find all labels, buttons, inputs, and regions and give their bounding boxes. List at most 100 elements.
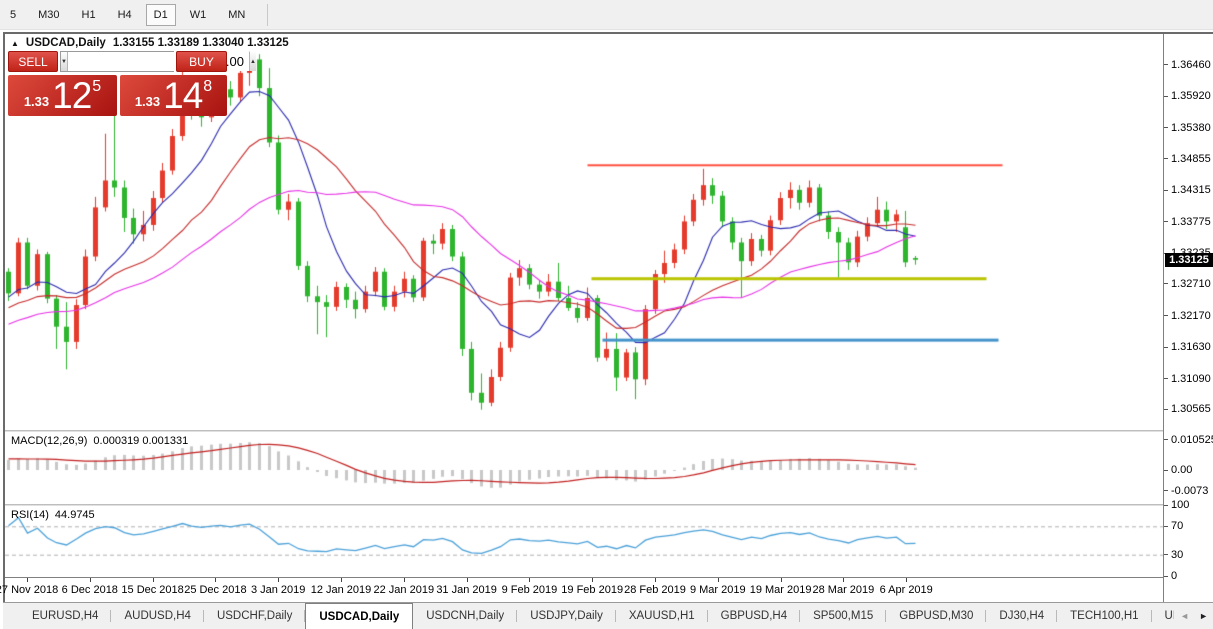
date-tick xyxy=(89,578,91,582)
chart-tab-eurusd-h4[interactable]: EURUSD,H4 xyxy=(19,603,112,629)
axis-tick xyxy=(1164,64,1168,66)
date-axis-label: 19 Mar 2019 xyxy=(749,584,812,596)
timeframe-d1[interactable]: D1 xyxy=(145,3,176,26)
timeframe-buttons: 5 M30 H1 H4 D1 W1 MN xyxy=(0,0,259,29)
chart-tab-gbpusd-m30[interactable]: GBPUSD,M30 xyxy=(886,603,987,629)
date-axis-label: 27 Nov 2018 xyxy=(0,584,59,596)
timeframe-5[interactable]: 5 xyxy=(10,8,17,21)
rsi-axis-label: 100 xyxy=(1171,499,1190,511)
price-axis[interactable]: 1.36460 1.35920 1.35380 1.34855 1.34315 1.337… xyxy=(1163,34,1213,602)
price-axis-label: 1.36460 xyxy=(1171,58,1211,71)
date-axis-label: 28 Mar 2019 xyxy=(812,584,875,596)
tab-divider xyxy=(304,610,306,622)
tab-divider xyxy=(516,610,518,622)
axis-tick xyxy=(1164,346,1168,348)
axis-tick xyxy=(1164,490,1168,492)
pane-separator-macd[interactable] xyxy=(5,430,1213,432)
axis-tick xyxy=(1164,283,1168,285)
date-tick xyxy=(592,578,594,582)
rsi-name: RSI(14) xyxy=(11,509,49,521)
date-tick xyxy=(717,578,719,582)
sell-price-fraction: 5 xyxy=(92,78,102,95)
date-axis-label: 9 Feb 2019 xyxy=(501,584,558,596)
axis-tick xyxy=(1164,408,1168,410)
buy-price-fraction: 8 xyxy=(203,78,213,95)
price-axis-label: 1.35380 xyxy=(1171,121,1211,134)
macd-values: 0.000319 0.001331 xyxy=(93,435,189,447)
chart-tab-gbpusd-h4[interactable]: GBPUSD,H4 xyxy=(708,603,801,629)
chart-symbol-label: USDCAD,Daily xyxy=(25,37,106,49)
timeframe-h1[interactable]: H1 xyxy=(81,8,96,21)
rsi-axis-label: 30 xyxy=(1171,548,1184,561)
buy-price-pips: 14 xyxy=(163,74,203,116)
macd-label: MACD(12,26,9) 0.000319 0.001331 xyxy=(11,435,188,447)
chart-tab-tech100-h1[interactable]: TECH100,H1 xyxy=(1057,603,1152,629)
price-axis-label: 1.30565 xyxy=(1171,403,1211,416)
sell-button[interactable]: SELL xyxy=(8,51,58,72)
chart-window: 27 Nov 2018 6 Dec 2018 15 Dec 2018 25 Dec 2… xyxy=(0,32,1213,602)
date-axis-label: 22 Jan 2019 xyxy=(373,584,435,596)
macd-pane-canvas[interactable] xyxy=(5,432,1163,504)
macd-axis-label: -0.0073 xyxy=(1171,484,1209,497)
chart-tab-sp500-m15[interactable]: SP500,M15 xyxy=(800,603,887,629)
chart-tab-usdcnh-daily[interactable]: USDCNH,Daily xyxy=(413,603,518,629)
chart-tab-dj30-h4[interactable]: DJ30,H4 xyxy=(986,603,1058,629)
date-axis-label: 9 Mar 2019 xyxy=(689,584,746,596)
chart-title: ▲ USDCAD,Daily 1.33155 1.33189 1.33040 1… xyxy=(11,37,289,49)
sell-price-button[interactable]: 1.33 12 5 xyxy=(8,75,117,116)
axis-separator xyxy=(5,577,1213,578)
tab-divider xyxy=(985,610,987,622)
rsi-value: 44.9745 xyxy=(54,509,95,521)
volume-decrease-button[interactable]: ▼ xyxy=(61,52,68,71)
timeframe-m30[interactable]: M30 xyxy=(38,8,60,21)
volume-spinner: ▼ ▲ xyxy=(60,51,256,72)
tab-divider xyxy=(110,610,112,622)
tab-scroll-left-icon[interactable]: ◄ xyxy=(1180,611,1190,621)
date-axis-label: 6 Apr 2019 xyxy=(879,584,933,596)
date-axis-label: 25 Dec 2018 xyxy=(184,584,247,596)
date-axis[interactable]: 27 Nov 2018 6 Dec 2018 15 Dec 2018 25 Dec 2… xyxy=(0,578,1163,602)
axis-tick xyxy=(1164,525,1168,527)
price-axis-label: 1.34315 xyxy=(1171,184,1211,197)
date-tick xyxy=(780,578,782,582)
tab-divider xyxy=(799,610,801,622)
buy-price-button[interactable]: 1.33 14 8 xyxy=(120,75,227,116)
axis-tick xyxy=(1164,439,1168,441)
tab-divider xyxy=(1056,610,1058,622)
macd-name: MACD(12,26,9) xyxy=(11,435,88,447)
axis-tick xyxy=(1164,127,1168,129)
current-price-tag: 1.33125 xyxy=(1165,252,1213,267)
macd-axis-label: 0.00 xyxy=(1171,464,1193,476)
timeframe-toolbar: 5 M30 H1 H4 D1 W1 MN xyxy=(0,0,1213,30)
chart-tab-usdjpy-daily[interactable]: USDJPY,Daily xyxy=(517,603,616,629)
timeframe-w1[interactable]: W1 xyxy=(189,8,207,21)
tab-divider xyxy=(885,610,887,622)
chart-tab-usdchf-daily[interactable]: USDCHF,Daily xyxy=(204,603,306,629)
pane-separator-rsi[interactable] xyxy=(5,504,1213,506)
buy-button[interactable]: BUY xyxy=(176,51,227,72)
chart-tab-audusd-h4[interactable]: AUDUSD,H4 xyxy=(111,603,204,629)
chart-tab-usdcad-daily[interactable]: USDCAD,Daily xyxy=(305,603,414,629)
tab-scroll-right-icon[interactable]: ► xyxy=(1199,611,1208,621)
chart-tab-xauusd-h1[interactable]: XAUUSD,H1 xyxy=(616,603,708,629)
timeframe-mn[interactable]: MN xyxy=(228,8,246,21)
rsi-pane-canvas[interactable] xyxy=(5,506,1163,577)
chart-tab-bar: EURUSD,H4 AUDUSD,H4 USDCHF,Daily USDCAD,Dai… xyxy=(3,602,1213,629)
rsi-axis-label: 0 xyxy=(1171,570,1178,582)
axis-tick xyxy=(1164,469,1168,471)
volume-increase-button[interactable]: ▲ xyxy=(248,52,256,71)
tab-divider xyxy=(614,610,616,622)
date-axis-label: 19 Feb 2019 xyxy=(561,584,624,596)
chart-ohlc-values: 1.33155 1.33189 1.33040 1.33125 xyxy=(112,37,289,49)
collapse-triangle-icon[interactable]: ▲ xyxy=(11,38,19,48)
date-axis-label: 12 Jan 2019 xyxy=(310,584,372,596)
date-tick xyxy=(152,578,154,582)
price-axis-label: 1.33775 xyxy=(1171,215,1211,228)
buy-price-figure: 1.33 xyxy=(134,94,161,109)
date-tick xyxy=(906,578,908,582)
timeframe-h4[interactable]: H4 xyxy=(117,8,132,21)
date-tick xyxy=(341,578,342,582)
axis-tick xyxy=(1164,575,1168,577)
axis-tick xyxy=(1164,315,1168,317)
price-axis-label: 1.31090 xyxy=(1171,372,1211,385)
